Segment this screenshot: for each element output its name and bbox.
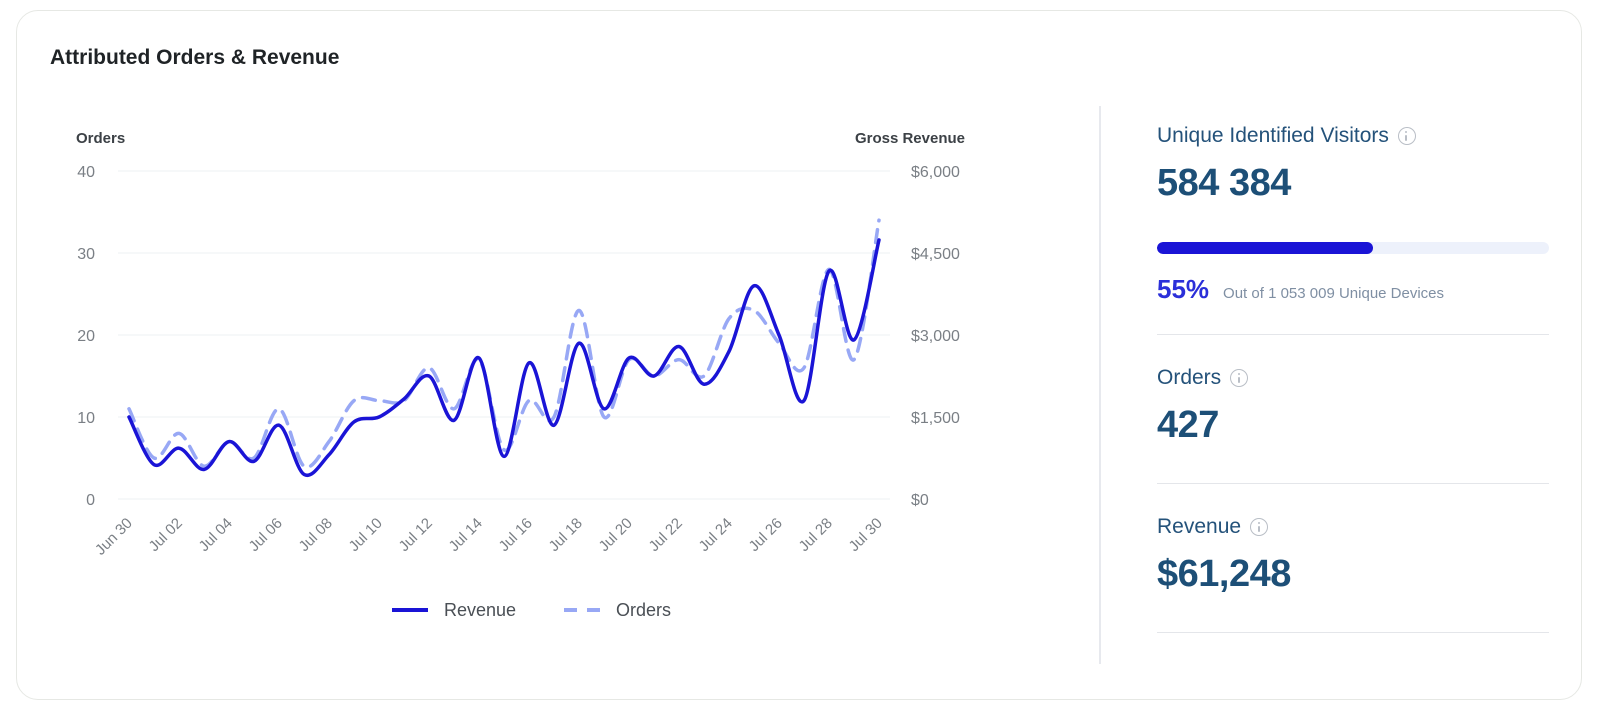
right-axis-title: Gross Revenue	[855, 130, 965, 147]
y-left-tick-label: 20	[77, 328, 95, 345]
left-axis-title: Orders	[76, 130, 125, 147]
x-tick-label: Jul 06	[246, 515, 286, 555]
x-tick-label: Jul 30	[846, 515, 886, 555]
revenue-stat: Revenue $61,248	[1157, 515, 1549, 596]
y-right-tick-label: $4,500	[911, 246, 960, 263]
x-tick-label: Jul 26	[746, 515, 786, 555]
panel-divider	[1099, 106, 1101, 664]
x-tick-label: Jul 04	[196, 515, 236, 555]
chart-card	[16, 10, 1582, 700]
y-right-tick-label: $3,000	[911, 328, 960, 345]
x-tick-label: Jul 16	[496, 515, 536, 555]
visitors-progress-caption: 55% Out of 1 053 009 Unique Devices	[1157, 274, 1444, 305]
info-icon[interactable]	[1250, 518, 1269, 536]
visitors-note: Out of 1 053 009 Unique Devices	[1223, 285, 1445, 302]
x-tick-label: Jul 18	[546, 515, 586, 555]
revenue-value: $61,248	[1157, 553, 1291, 595]
y-right-tick-label: $1,500	[911, 410, 960, 427]
x-tick-label: Jul 08	[296, 515, 336, 555]
y-right-tick-label: $0	[911, 492, 929, 509]
visitors-value: 584 384	[1157, 162, 1291, 204]
revenue-label: Revenue	[1157, 515, 1242, 538]
orders-revenue-chart: 0 $0 10 $1,500 20 $3,000 30 $4,500 40 $6,000 Jun 3…	[76, 130, 965, 620]
info-icon[interactable]	[1397, 127, 1416, 145]
x-tick-label: Jul 28	[796, 515, 836, 555]
visitors-progress-fill	[1157, 242, 1373, 254]
y-right-tick-label: $6,000	[911, 164, 960, 181]
revenue-label-row: Revenue	[1157, 515, 1549, 539]
visitors-label-row: Unique Identified Visitors	[1157, 124, 1549, 148]
x-tick-label: Jul 22	[646, 515, 686, 555]
y-left-tick-label: 40	[77, 164, 95, 181]
x-tick-label: Jul 24	[696, 515, 736, 555]
revenue-series-line	[127, 238, 881, 478]
y-left-tick-label: 0	[86, 492, 95, 509]
orders-label-row: Orders	[1157, 366, 1549, 390]
x-tick-label: Jul 20	[596, 515, 636, 555]
info-icon[interactable]	[1230, 369, 1249, 387]
visitors-progress-bar	[1157, 242, 1549, 254]
orders-stat: Orders 427	[1157, 366, 1549, 447]
stat-divider	[1157, 632, 1549, 633]
x-tick-label: Jun 30	[92, 515, 136, 559]
stat-divider	[1157, 483, 1549, 484]
legend-revenue-label: Revenue	[444, 600, 516, 620]
y-left-tick-label: 10	[77, 410, 95, 427]
visitors-label: Unique Identified Visitors	[1157, 124, 1389, 147]
stat-divider	[1157, 334, 1549, 335]
x-tick-label: Jul 02	[146, 515, 186, 555]
visitors-stat: Unique Identified Visitors 584 384 55% O…	[1157, 124, 1549, 304]
x-tick-label: Jul 14	[446, 515, 486, 555]
x-tick-label: Jul 12	[396, 515, 436, 555]
orders-series-line	[127, 218, 881, 469]
visitors-percent: 55%	[1157, 274, 1210, 304]
y-left-tick-label: 30	[77, 246, 95, 263]
orders-value: 427	[1157, 404, 1219, 446]
x-tick-label: Jul 10	[346, 515, 386, 555]
card-title: Attributed Orders & Revenue	[50, 46, 340, 69]
orders-label: Orders	[1157, 366, 1222, 389]
legend-orders-label: Orders	[616, 600, 671, 620]
